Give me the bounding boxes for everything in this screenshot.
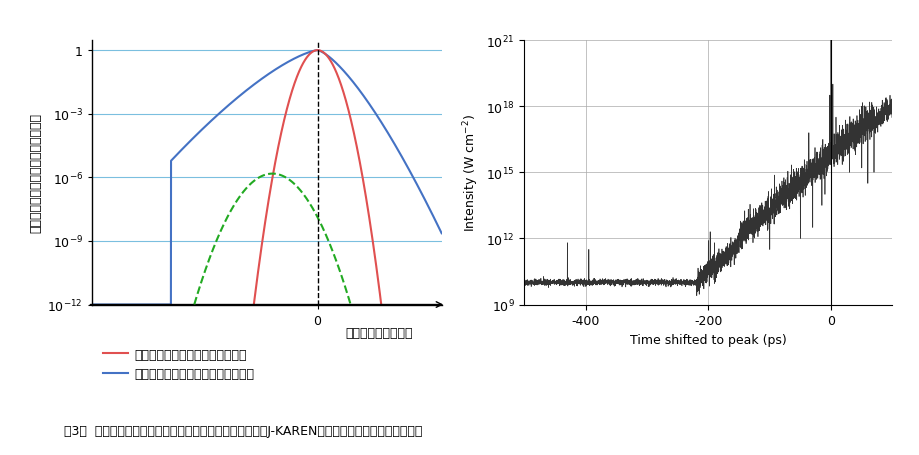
Y-axis label: Intensity (W cm$^{-2}$): Intensity (W cm$^{-2}$) [460,114,480,232]
X-axis label: Time shifted to peak (ps): Time shifted to peak (ps) [630,333,786,346]
Y-axis label: レーザーの強度（ピークで規格化）: レーザーの強度（ピークで規格化） [28,113,42,233]
Legend: 理想的なガウシアン型の時間波形, ペタワットレーザーの持つ時間波形: 理想的なガウシアン型の時間波形, ペタワットレーザーの持つ時間波形 [98,343,259,385]
Text: ピークより後の時間: ピークより後の時間 [345,326,412,339]
Text: 図3：  超高強度レーザーの持つ典型的な時間波形（左）。J-KARENレーザーのもつ時間波形（右）: 図3： 超高強度レーザーの持つ典型的な時間波形（左）。J-KARENレーザーのも… [64,424,423,437]
